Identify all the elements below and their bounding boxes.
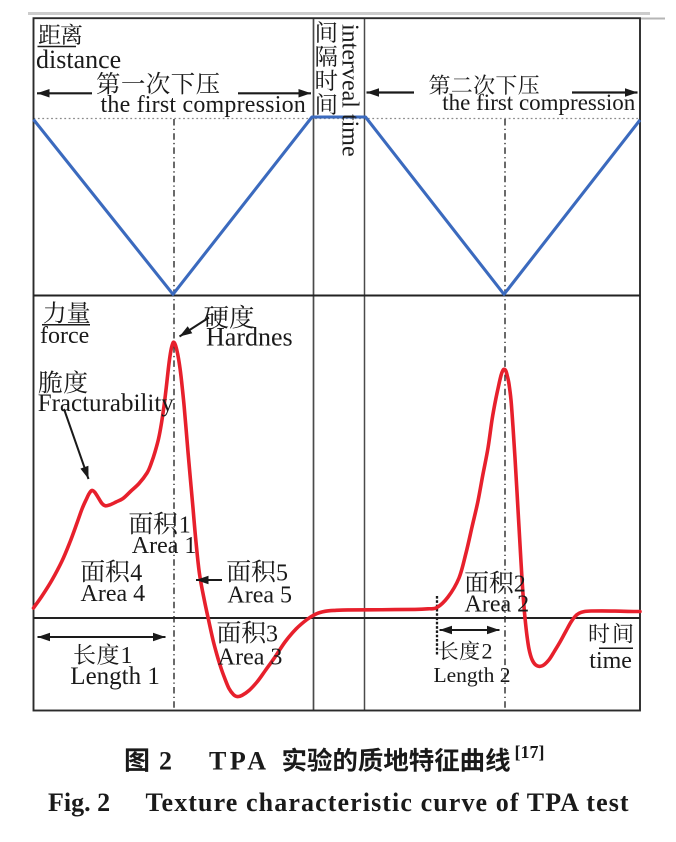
svg-text:Area 5: Area 5 bbox=[227, 583, 292, 609]
svg-text:5: 5 bbox=[276, 560, 288, 586]
svg-text:Length 2: Length 2 bbox=[434, 663, 511, 687]
svg-text:Fracturability: Fracturability bbox=[38, 390, 175, 417]
svg-text:1: 1 bbox=[121, 643, 133, 669]
svg-text:4: 4 bbox=[130, 560, 142, 586]
svg-text:distance: distance bbox=[36, 45, 121, 74]
svg-text:Hardnes: Hardnes bbox=[206, 323, 293, 352]
svg-text:Length 1: Length 1 bbox=[70, 663, 160, 690]
svg-text:Texture characteristic curve o: Texture characteristic curve of TPA test bbox=[146, 788, 630, 817]
svg-text:Area 1: Area 1 bbox=[132, 533, 197, 559]
svg-text:the first compression: the first compression bbox=[442, 90, 635, 115]
svg-text:[17]: [17] bbox=[515, 742, 545, 762]
svg-text:Area 2: Area 2 bbox=[465, 592, 530, 618]
svg-text:2: 2 bbox=[159, 747, 172, 776]
svg-text:1: 1 bbox=[179, 513, 191, 539]
svg-text:2: 2 bbox=[482, 639, 493, 664]
svg-text:interveal time: interveal time bbox=[337, 24, 363, 157]
svg-text:Area 4: Area 4 bbox=[81, 581, 146, 607]
svg-text:TPA: TPA bbox=[209, 747, 270, 776]
svg-text:force: force bbox=[40, 323, 89, 349]
svg-text:Area 3: Area 3 bbox=[218, 645, 283, 671]
svg-text:the first compression: the first compression bbox=[101, 92, 307, 118]
svg-text:Fig. 2: Fig. 2 bbox=[48, 788, 110, 817]
svg-text:time: time bbox=[589, 648, 632, 674]
svg-text:3: 3 bbox=[266, 622, 278, 648]
svg-text:2: 2 bbox=[514, 572, 526, 598]
